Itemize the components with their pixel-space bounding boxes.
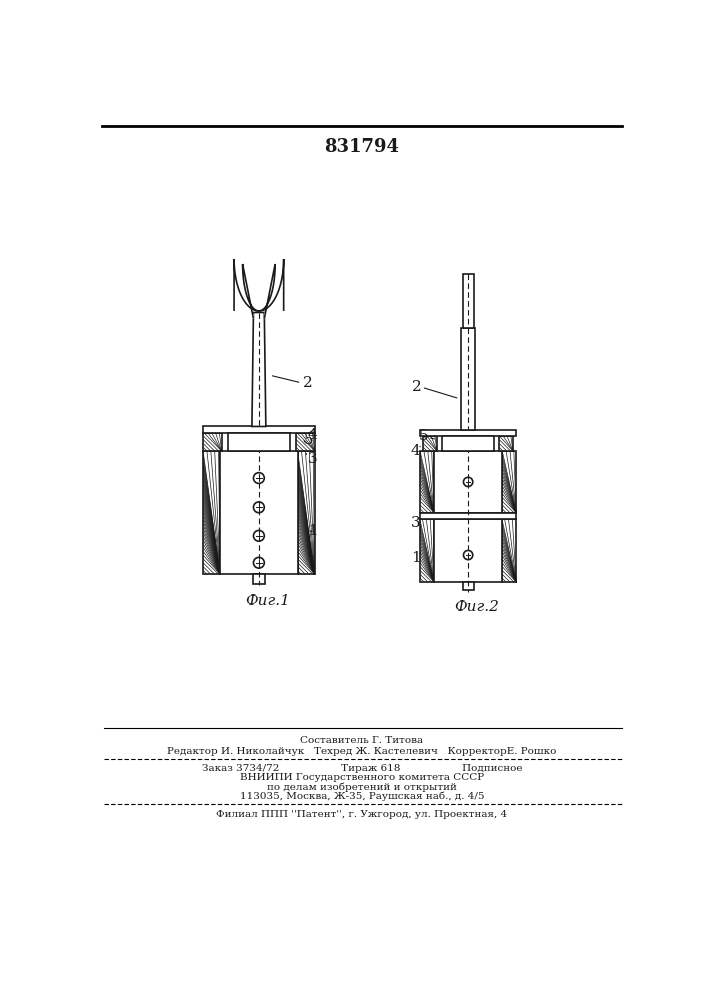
Bar — [420, 519, 434, 582]
Bar — [434, 451, 502, 513]
Text: 2: 2 — [412, 380, 422, 394]
Polygon shape — [461, 328, 475, 430]
Bar — [203, 433, 222, 451]
Text: Редактор И. Николайчук   Техред Ж. Кастелевич   КорректорЕ. Рошко: Редактор И. Николайчук Техред Ж. Кастеле… — [168, 747, 556, 756]
Text: 4: 4 — [411, 444, 421, 458]
Polygon shape — [264, 257, 284, 319]
Text: 3: 3 — [411, 516, 421, 530]
Bar — [296, 433, 315, 451]
Text: Заказ 3734/72                   Тираж 618                   Подписное: Заказ 3734/72 Тираж 618 Подписное — [201, 764, 522, 773]
Text: Филиал ППП ''Патент'', г. Ужгород, ул. Проектная, 4: Филиал ППП ''Патент'', г. Ужгород, ул. П… — [216, 810, 508, 819]
Polygon shape — [252, 312, 266, 426]
Bar — [420, 430, 516, 436]
Text: 1: 1 — [308, 524, 317, 538]
Text: 5: 5 — [419, 429, 428, 443]
Text: 2: 2 — [303, 376, 312, 390]
Text: Составитель Г. Титова: Составитель Г. Титова — [300, 736, 423, 745]
Bar — [502, 519, 516, 582]
Polygon shape — [234, 257, 253, 319]
Text: 5: 5 — [304, 433, 313, 447]
Bar — [423, 436, 437, 451]
Bar — [203, 426, 315, 433]
Bar — [499, 436, 513, 451]
Bar — [228, 433, 290, 451]
Bar — [462, 582, 474, 590]
Text: ВНИИПИ Государственного комитета СССР: ВНИИПИ Государственного комитета СССР — [240, 773, 484, 782]
Text: 113035, Москва, Ж-35, Раушская наб., д. 4/5: 113035, Москва, Ж-35, Раушская наб., д. … — [240, 791, 484, 801]
Bar — [420, 513, 516, 519]
Text: Фиг.2: Фиг.2 — [454, 600, 499, 614]
Text: 831794: 831794 — [325, 138, 399, 156]
Bar — [298, 451, 315, 574]
Text: по делам изобретений и открытий: по делам изобретений и открытий — [267, 782, 457, 792]
Bar — [420, 451, 434, 513]
Bar — [434, 519, 502, 582]
Text: Фиг.1: Фиг.1 — [245, 594, 290, 608]
Bar — [203, 451, 220, 574]
Bar — [502, 451, 516, 513]
Text: 4: 4 — [308, 428, 317, 442]
Bar — [220, 451, 298, 574]
Polygon shape — [462, 274, 474, 328]
Bar — [252, 574, 265, 584]
Bar — [442, 436, 494, 451]
Text: 1: 1 — [411, 551, 421, 565]
Text: 3: 3 — [308, 452, 317, 466]
